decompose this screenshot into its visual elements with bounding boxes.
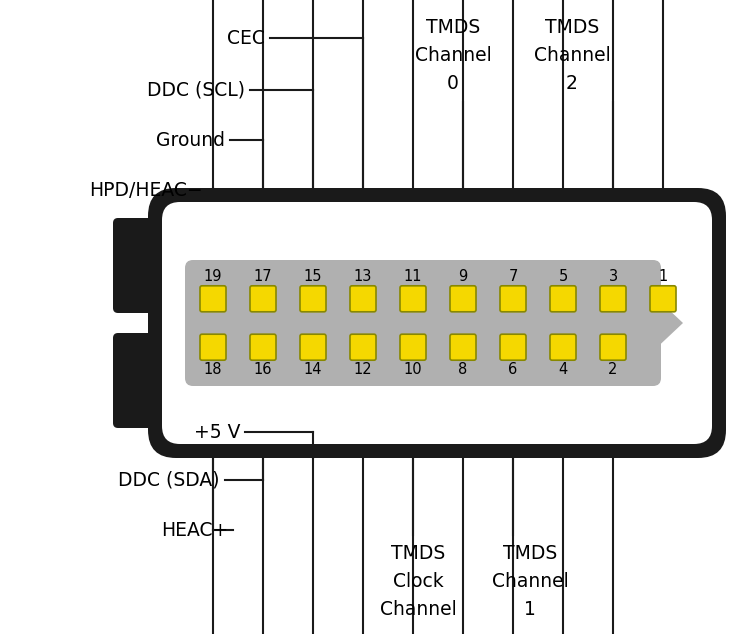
Text: 19: 19 [204, 269, 222, 284]
FancyBboxPatch shape [600, 286, 626, 312]
FancyBboxPatch shape [550, 286, 576, 312]
FancyBboxPatch shape [300, 286, 326, 312]
Polygon shape [193, 276, 223, 370]
Text: CEC: CEC [227, 29, 265, 48]
FancyBboxPatch shape [113, 333, 158, 428]
Text: 6: 6 [509, 362, 518, 377]
Text: 3: 3 [608, 269, 617, 284]
FancyBboxPatch shape [350, 286, 376, 312]
Text: Channel: Channel [415, 46, 491, 65]
Text: 1: 1 [658, 269, 668, 284]
FancyBboxPatch shape [500, 334, 526, 360]
Text: Channel: Channel [380, 600, 456, 619]
FancyBboxPatch shape [650, 286, 676, 312]
FancyBboxPatch shape [250, 286, 276, 312]
Text: TMDS: TMDS [503, 544, 557, 563]
Text: 9: 9 [458, 269, 468, 284]
Text: 13: 13 [354, 269, 372, 284]
FancyBboxPatch shape [350, 334, 376, 360]
FancyBboxPatch shape [200, 286, 226, 312]
Text: 7: 7 [509, 269, 518, 284]
FancyBboxPatch shape [400, 286, 426, 312]
Text: TMDS: TMDS [391, 544, 445, 563]
Text: 12: 12 [354, 362, 372, 377]
FancyBboxPatch shape [185, 260, 661, 386]
Text: 2: 2 [566, 74, 578, 93]
FancyBboxPatch shape [550, 334, 576, 360]
Text: 11: 11 [404, 269, 422, 284]
Text: Channel: Channel [492, 572, 568, 591]
Text: 4: 4 [558, 362, 568, 377]
Text: 2: 2 [608, 362, 618, 377]
Text: DDC (SCL): DDC (SCL) [147, 81, 245, 100]
FancyBboxPatch shape [113, 218, 158, 313]
Text: HPD/HEAC−: HPD/HEAC− [89, 181, 203, 200]
Text: TMDS: TMDS [426, 18, 480, 37]
Text: DDC (SDA): DDC (SDA) [118, 470, 220, 489]
Text: HEAC+: HEAC+ [160, 521, 228, 540]
Text: 0: 0 [447, 74, 459, 93]
Text: Ground: Ground [156, 131, 225, 150]
Polygon shape [633, 276, 683, 370]
FancyBboxPatch shape [450, 286, 476, 312]
FancyBboxPatch shape [600, 334, 626, 360]
Text: 10: 10 [404, 362, 422, 377]
FancyBboxPatch shape [400, 334, 426, 360]
FancyBboxPatch shape [450, 334, 476, 360]
Text: +5 V: +5 V [194, 422, 240, 441]
Text: 15: 15 [304, 269, 322, 284]
Text: Channel: Channel [534, 46, 610, 65]
PathPatch shape [148, 188, 726, 458]
Text: 8: 8 [458, 362, 468, 377]
PathPatch shape [162, 202, 712, 444]
Text: 16: 16 [254, 362, 272, 377]
Text: TMDS: TMDS [544, 18, 599, 37]
FancyBboxPatch shape [200, 334, 226, 360]
Text: 1: 1 [524, 600, 536, 619]
FancyBboxPatch shape [300, 334, 326, 360]
Text: 17: 17 [254, 269, 272, 284]
Text: 14: 14 [304, 362, 322, 377]
Text: 18: 18 [204, 362, 222, 377]
Text: 5: 5 [558, 269, 568, 284]
FancyBboxPatch shape [500, 286, 526, 312]
Text: Clock: Clock [393, 572, 443, 591]
FancyBboxPatch shape [250, 334, 276, 360]
